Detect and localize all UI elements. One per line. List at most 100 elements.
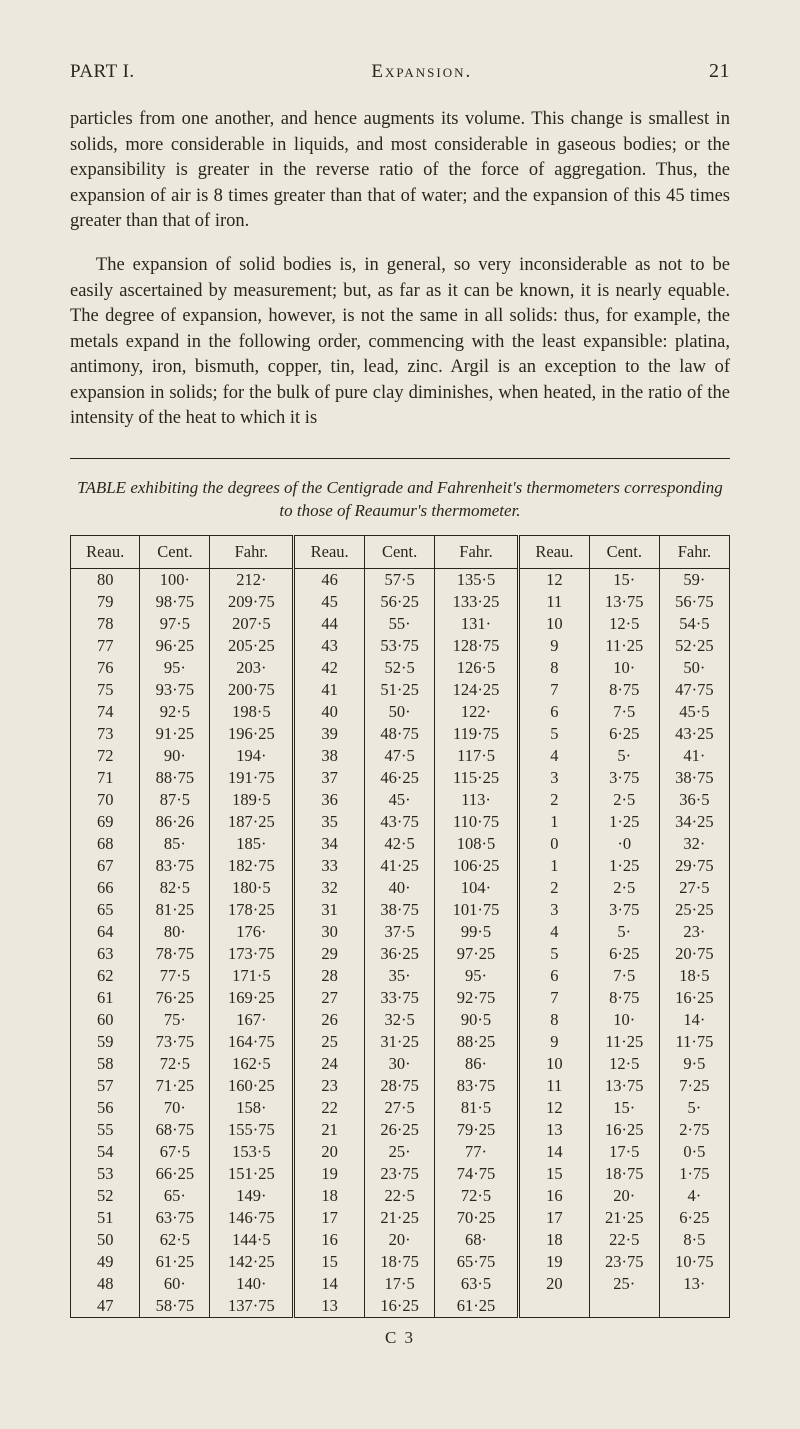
table-cell: 46·25	[365, 767, 435, 789]
table-cell: 8	[518, 1009, 589, 1031]
table-cell: 27	[294, 987, 365, 1009]
table-cell: 10	[518, 613, 589, 635]
table-cell: 167·	[210, 1009, 294, 1031]
table-cell: 96·25	[140, 635, 210, 657]
table-cell: 23·75	[589, 1251, 659, 1273]
table-cell: 43·75	[365, 811, 435, 833]
table-cell: 71·25	[140, 1075, 210, 1097]
table-cell: 46	[294, 568, 365, 591]
table-cell: 106·25	[435, 855, 519, 877]
table-cell: 122·	[435, 701, 519, 723]
table-cell: 65	[71, 899, 140, 921]
table-cell: 83·75	[435, 1075, 519, 1097]
table-cell: 95·	[435, 965, 519, 987]
table-cell: 66	[71, 877, 140, 899]
table-cell: 13·75	[589, 1075, 659, 1097]
table-cell: 16	[294, 1229, 365, 1251]
table-cell: 41	[294, 679, 365, 701]
table-cell: 76·25	[140, 987, 210, 1009]
table-cell: 22·5	[365, 1185, 435, 1207]
table-cell: 6·25	[659, 1207, 729, 1229]
table-cell: 6·25	[589, 943, 659, 965]
table-cell: 209·75	[210, 591, 294, 613]
table-cell: 63·5	[435, 1273, 519, 1295]
table-cell: 70·25	[435, 1207, 519, 1229]
table-cell: 16·25	[659, 987, 729, 1009]
col-reau: Reau.	[518, 535, 589, 568]
table-cell: 23·	[659, 921, 729, 943]
signature-mark: C 3	[70, 1328, 730, 1348]
table-cell: 21·25	[589, 1207, 659, 1229]
table-row: 4758·75137·751316·2561·25	[71, 1295, 730, 1318]
table-cell: 65·	[140, 1185, 210, 1207]
table-row: 4860·140·1417·563·52025·13·	[71, 1273, 730, 1295]
table-cell: 99·5	[435, 921, 519, 943]
table-row: 6986·26187·253543·75110·7511·2534·25	[71, 811, 730, 833]
table-cell: 29	[294, 943, 365, 965]
table-cell: 74·75	[435, 1163, 519, 1185]
table-row: 6581·25178·253138·75101·7533·7525·25	[71, 899, 730, 921]
table-cell: 12	[518, 1097, 589, 1119]
table-cell: 51	[71, 1207, 140, 1229]
table-cell: 88·25	[435, 1031, 519, 1053]
table-cell: 81·25	[140, 899, 210, 921]
table-cell: 80·	[140, 921, 210, 943]
table-cell: 23·75	[365, 1163, 435, 1185]
table-cell: 37	[294, 767, 365, 789]
table-cell: 68	[71, 833, 140, 855]
table-cell: 60	[71, 1009, 140, 1031]
table-cell: 54	[71, 1141, 140, 1163]
table-cell: 49	[71, 1251, 140, 1273]
table-cell: 24	[294, 1053, 365, 1075]
table-cell: 82·5	[140, 877, 210, 899]
table-cell: 207·5	[210, 613, 294, 635]
table-cell: 90·	[140, 745, 210, 767]
table-cell: 15	[518, 1163, 589, 1185]
table-cell: 69	[71, 811, 140, 833]
running-head-left: PART I.	[70, 61, 135, 83]
table-row: 5670·158·2227·581·51215·5·	[71, 1097, 730, 1119]
table-cell: 9	[518, 1031, 589, 1053]
table-cell: 36	[294, 789, 365, 811]
col-cent: Cent.	[140, 535, 210, 568]
table-cell: 126·5	[435, 657, 519, 679]
table-cell: 45	[294, 591, 365, 613]
table-row: 6176·25169·252733·7592·7578·7516·25	[71, 987, 730, 1009]
table-cell: 53·75	[365, 635, 435, 657]
col-reau: Reau.	[71, 535, 140, 568]
table-cell: 30	[294, 921, 365, 943]
table-cell: 1·25	[589, 811, 659, 833]
table-cell: 83·75	[140, 855, 210, 877]
table-cell: 77	[71, 635, 140, 657]
table-cell: 29·75	[659, 855, 729, 877]
table-cell: 8	[518, 657, 589, 679]
table-cell: 12·5	[589, 1053, 659, 1075]
table-cell: 90·5	[435, 1009, 519, 1031]
table-cell: 25·	[589, 1273, 659, 1295]
table-cell: 21	[294, 1119, 365, 1141]
table-cell: 3·75	[589, 767, 659, 789]
paragraph-1: particles from one another, and hence au…	[70, 107, 730, 235]
table-cell: 59·	[659, 568, 729, 591]
table-cell: 80	[71, 568, 140, 591]
table-cell: 67	[71, 855, 140, 877]
table-cell: 155·75	[210, 1119, 294, 1141]
table-cell: 10·	[589, 657, 659, 679]
table-cell: 68·	[435, 1229, 519, 1251]
table-cell: 40·	[365, 877, 435, 899]
table-body: 80100·212·4657·5135·51215·59·7998·75209·…	[71, 568, 730, 1317]
table-row: 7492·5198·54050·122·67·545·5	[71, 701, 730, 723]
table-cell: 158·	[210, 1097, 294, 1119]
table-cell: 38	[294, 745, 365, 767]
table-cell: 40	[294, 701, 365, 723]
table-cell: 77·5	[140, 965, 210, 987]
table-cell: 171·5	[210, 965, 294, 987]
table-cell: 135·5	[435, 568, 519, 591]
table-row: 6480·176·3037·599·545·23·	[71, 921, 730, 943]
table-cell: 73	[71, 723, 140, 745]
table-cell: 19	[294, 1163, 365, 1185]
table-cell: 115·25	[435, 767, 519, 789]
table-cell: 100·	[140, 568, 210, 591]
table-row: 5771·25160·252328·7583·751113·757·25	[71, 1075, 730, 1097]
table-cell: 180·5	[210, 877, 294, 899]
